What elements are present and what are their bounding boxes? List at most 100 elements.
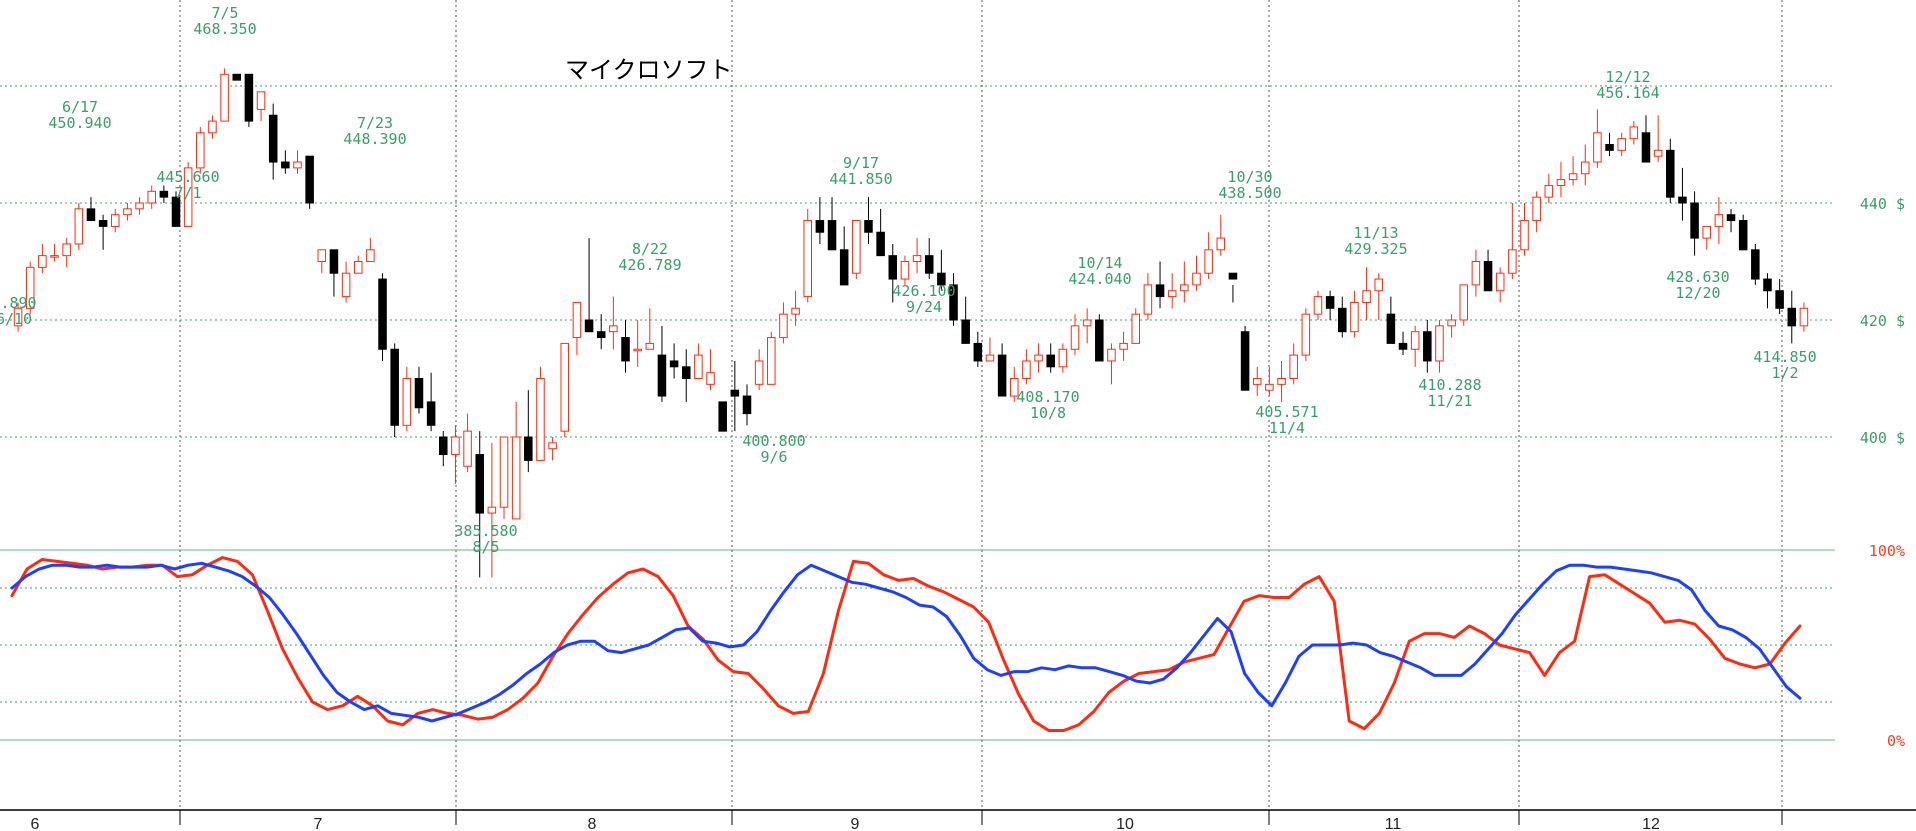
candle-up	[1252, 378, 1262, 385]
candle-down	[1325, 296, 1335, 309]
oscillator-lines	[10, 556, 1802, 732]
annotation-line-1: 400.800	[742, 432, 805, 450]
candle-up	[511, 436, 521, 520]
candle-up	[1520, 220, 1529, 251]
candle-up	[572, 301, 582, 339]
candle-down	[1738, 220, 1748, 251]
annotation-line-1: 410.288	[1418, 376, 1481, 394]
candle-up	[912, 255, 922, 262]
candle-up	[38, 255, 47, 268]
candle-up	[463, 430, 472, 467]
candle-down	[378, 278, 387, 350]
candle-up	[1143, 284, 1153, 315]
annotation-line-2: 424.040	[1068, 270, 1131, 288]
candle-up	[1702, 225, 1712, 239]
candle-down	[439, 436, 448, 456]
annotation-line-2: 8/5	[472, 538, 499, 556]
candle-up	[791, 307, 800, 315]
candle-up	[1799, 307, 1809, 327]
price-tick-label: 420 $	[1860, 312, 1905, 330]
candle-up	[1556, 179, 1566, 186]
candle-up	[1022, 360, 1031, 380]
chart-title: マイクロソフト	[565, 56, 733, 84]
candle-down	[1666, 149, 1675, 198]
candle-down	[827, 220, 837, 251]
candle-up	[1714, 214, 1724, 227]
candle-down	[1338, 307, 1347, 333]
candle-up	[1058, 348, 1068, 368]
annotation-line-2: 6/10	[0, 310, 32, 328]
candle-up	[1131, 313, 1141, 344]
candle-up	[1629, 126, 1639, 140]
candle-up	[706, 372, 715, 385]
candle-up	[1617, 138, 1626, 151]
annotation-line-1: 10/30	[1227, 168, 1272, 186]
candle-up	[451, 436, 460, 456]
annotation-line-2: 441.850	[829, 170, 892, 188]
candle-down	[305, 155, 314, 204]
candle-down	[815, 220, 825, 233]
candle-up	[62, 243, 71, 257]
candle-down	[98, 220, 108, 227]
annotation-line-1: 10/14	[1077, 254, 1122, 272]
candle-up	[208, 120, 217, 134]
candle-up	[1070, 325, 1080, 350]
candle-down	[997, 354, 1007, 397]
candle-up	[147, 190, 156, 204]
candle-up	[220, 73, 229, 122]
candle-up	[633, 348, 642, 352]
candle-up	[1459, 284, 1469, 321]
annotation-line-2: 11/4	[1269, 419, 1305, 437]
candle-down	[864, 220, 873, 233]
oscillator-tick-label: 100%	[1869, 542, 1905, 560]
annotation-line-1: 428.630	[1666, 268, 1729, 286]
annotation-line-2: 438.500	[1218, 184, 1281, 202]
candle-up	[609, 325, 618, 333]
oscillator-blue-line	[10, 561, 1802, 723]
axis-labels: 6 7 8 9 10 11 12 440 $ 420 $ 400 $ 100% 0%	[31, 195, 1905, 831]
candle-down	[924, 255, 934, 274]
candle-up	[74, 208, 84, 245]
candle-down	[86, 208, 96, 222]
candle-down	[876, 231, 885, 257]
candle-up	[366, 249, 375, 263]
annotation-line-1: 9/17	[843, 154, 879, 172]
candle-up	[1374, 278, 1383, 292]
candle-up	[1580, 161, 1590, 175]
annotation-line-2: 468.350	[193, 20, 256, 38]
annotation-line-1: 12/12	[1605, 68, 1650, 86]
annotation-line-1: 385.580	[454, 522, 517, 540]
price-tick-label: 440 $	[1860, 195, 1905, 213]
annotation-line-1: 408.170	[1016, 388, 1079, 406]
candle-down	[1763, 278, 1772, 292]
annotation-line-2: 448.390	[343, 130, 406, 148]
annotation-line-1: 7/5	[211, 4, 238, 22]
candle-up	[293, 161, 302, 169]
candle-up	[110, 214, 120, 227]
annotation-line-2: 456.164	[1596, 84, 1659, 102]
candle-up	[1568, 173, 1578, 181]
candle-down	[621, 337, 630, 362]
x-tick-label: 7	[314, 816, 323, 831]
annotation-line-2: 9/6	[760, 448, 787, 466]
annotation-line-1: 7/23	[357, 114, 393, 132]
candle-up	[754, 360, 764, 385]
candle-up	[560, 342, 570, 432]
candle-up	[1447, 319, 1456, 327]
annotation-line-2: 12/20	[1675, 284, 1720, 302]
candle-down	[1775, 290, 1784, 309]
candle-up	[1192, 272, 1201, 286]
candle-up	[1544, 184, 1554, 198]
candle-down	[973, 342, 983, 362]
candle-up	[1180, 284, 1189, 292]
candle-up	[548, 442, 557, 450]
candle-up	[1435, 325, 1444, 362]
candle-down	[281, 161, 290, 169]
candle-up	[341, 272, 351, 298]
candle-up	[1204, 249, 1213, 274]
candle-down	[961, 319, 970, 344]
annotation-line-2: 429.325	[1344, 240, 1407, 258]
annotation-line-2: 1/2	[1771, 364, 1798, 382]
annotation-line-1: 445.660	[156, 168, 219, 186]
x-tick-label: 9	[851, 816, 860, 831]
